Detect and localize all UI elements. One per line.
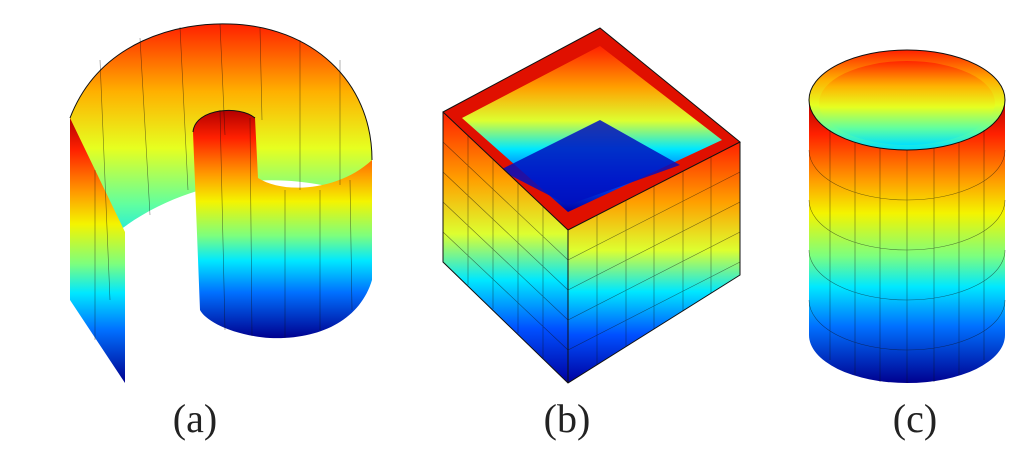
panel-label: (b) bbox=[544, 396, 591, 441]
spiral-surface bbox=[69, 23, 373, 383]
panel-label: (c) bbox=[893, 396, 937, 441]
cylinder bbox=[808, 49, 1006, 383]
inner-curl bbox=[193, 110, 372, 339]
left-flap bbox=[70, 118, 125, 383]
open-box bbox=[442, 27, 741, 384]
left-face bbox=[443, 112, 568, 383]
floor bbox=[500, 120, 680, 205]
panel-label: (a) bbox=[173, 396, 217, 441]
cylinder-inner bbox=[819, 61, 995, 145]
